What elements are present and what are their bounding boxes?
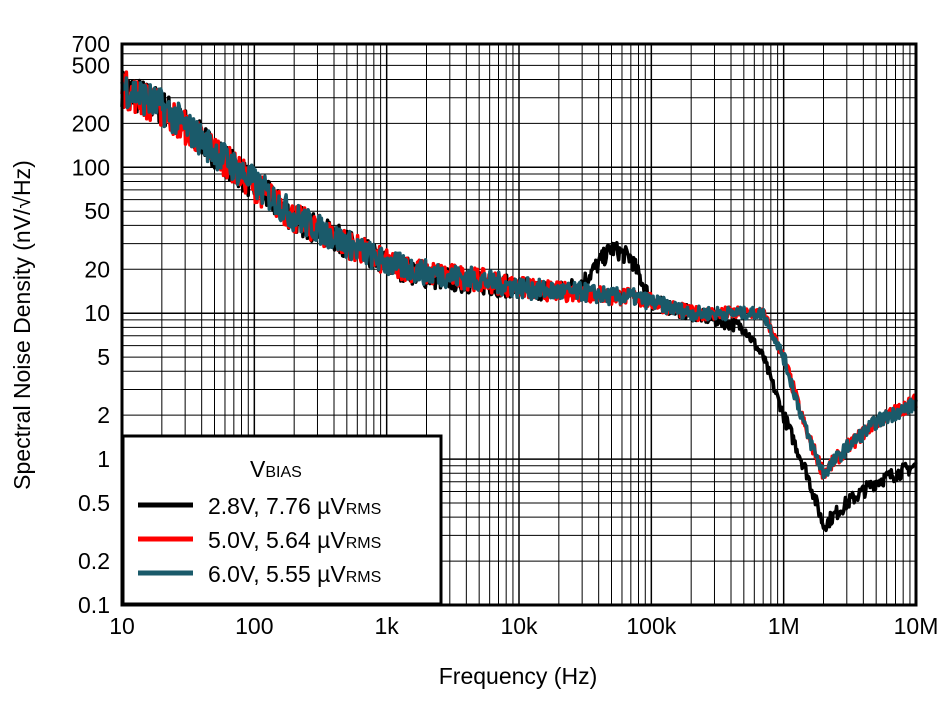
y-tick-label: 50	[84, 198, 110, 224]
tick-labels: 10 100 1k 10k 100k 1M 10M 0.1 0.2 0.5 1 2 5 10 20 50 100…	[72, 31, 939, 639]
x-axis-label: Frequency (Hz)	[439, 663, 597, 689]
legend-box	[121, 434, 443, 606]
y-tick-label: 10	[84, 300, 110, 326]
x-tick-label: 100	[235, 613, 273, 639]
y-tick-label: 5	[97, 344, 110, 370]
series-lines	[120, 70, 918, 533]
series-line	[120, 76, 918, 480]
legend-label: 2.8V, 7.76 µVRMS	[208, 493, 381, 519]
y-axis-label: Spectral Noise Density (nV/√Hz)	[9, 160, 35, 490]
x-tick-label: 10k	[500, 613, 538, 639]
x-tick-label: 1M	[768, 613, 800, 639]
legend-title: VBIAS	[250, 456, 302, 482]
y-tick-label: 1	[97, 446, 110, 472]
x-tick-label: 100k	[626, 613, 676, 639]
y-tick-label: 2	[97, 402, 110, 428]
y-tick-label: 0.5	[78, 490, 110, 516]
y-tick-label: 100	[72, 154, 110, 180]
y-tick-label: 200	[72, 110, 110, 136]
y-tick-label: 700	[72, 31, 110, 57]
legend-label: 5.0V, 5.64 µVRMS	[208, 527, 381, 553]
x-tick-label: 1k	[375, 613, 400, 639]
plot-frame	[120, 42, 918, 607]
y-tick-label: 20	[84, 256, 110, 282]
y-tick-label: 0.2	[78, 548, 110, 574]
y-tick-label: 0.1	[78, 592, 110, 618]
x-tick-label: 10	[109, 613, 135, 639]
legend: VBIAS 2.8V, 7.76 µVRMS 5.0V, 5.64 µVRMS 6.…	[121, 434, 443, 606]
legend-label: 6.0V, 5.55 µVRMS	[208, 561, 381, 587]
x-tick-label: 10M	[894, 613, 939, 639]
y-tick-label: 500	[72, 52, 110, 78]
